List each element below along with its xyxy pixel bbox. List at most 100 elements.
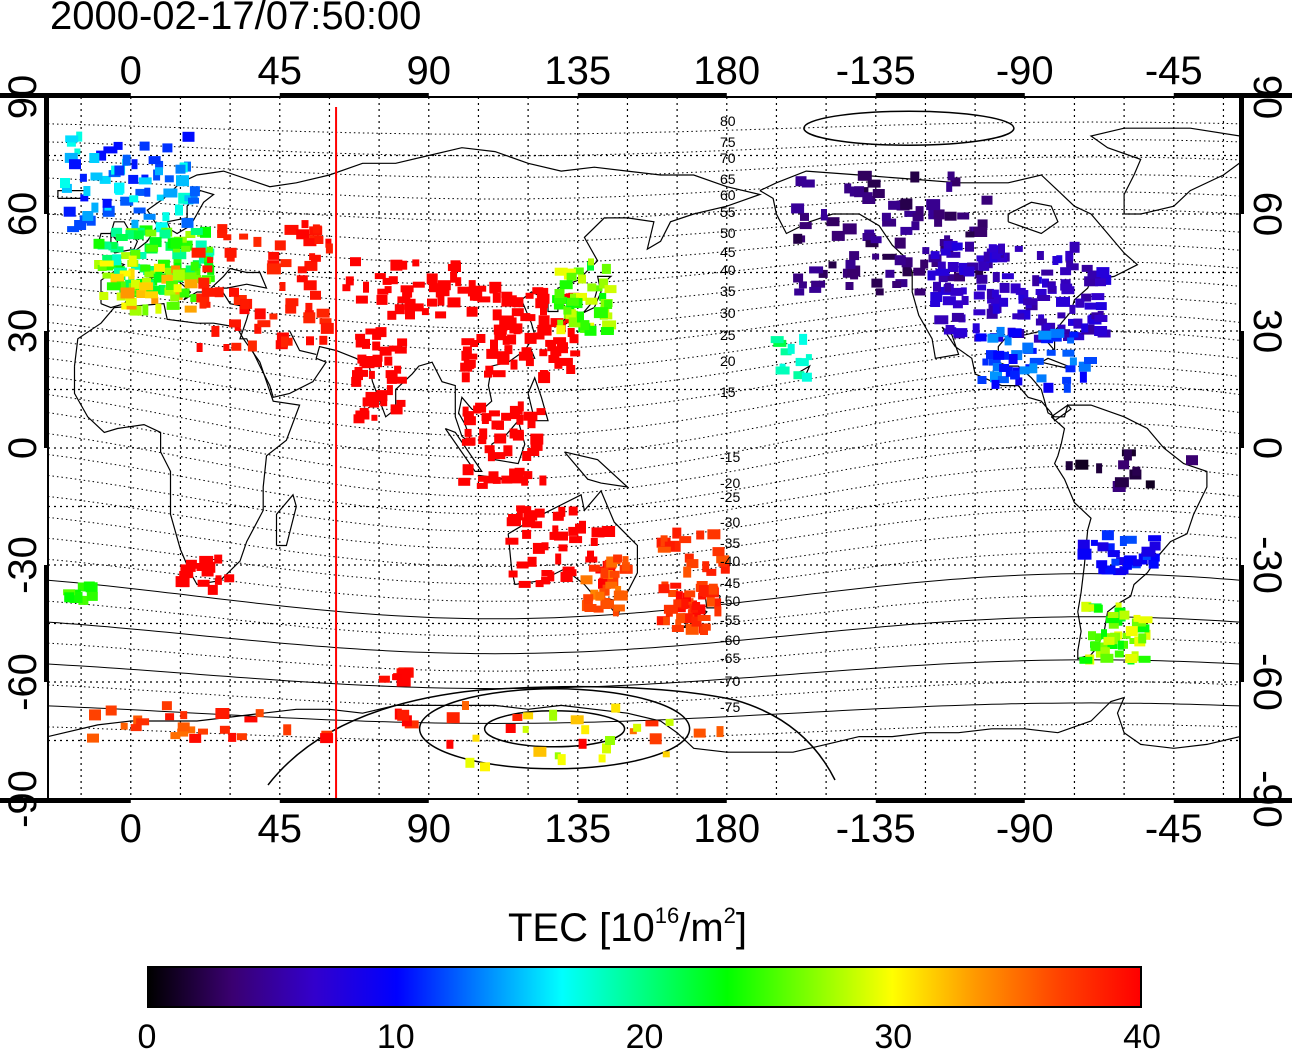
- tec-cell: [161, 701, 172, 711]
- tec-cell: [83, 581, 95, 592]
- tec-cell: [512, 297, 524, 308]
- tec-cell: [179, 581, 189, 588]
- tec-cell: [569, 536, 583, 544]
- tec-cell: [525, 292, 534, 299]
- tec-cell: [888, 200, 901, 210]
- tec-cell: [865, 240, 879, 248]
- tec-cell: [177, 728, 189, 737]
- tec-cell: [559, 280, 573, 290]
- tec-cell: [699, 585, 710, 596]
- tec-cell: [550, 318, 564, 328]
- tec-cell: [568, 317, 581, 328]
- tec-cell: [320, 322, 334, 334]
- tec-cell: [663, 604, 678, 614]
- tec-cell: [477, 296, 491, 303]
- tec-cell: [512, 714, 523, 721]
- tec-cell: [708, 583, 718, 595]
- tec-cell: [901, 257, 913, 268]
- tec-cell: [472, 734, 480, 742]
- tec-cell: [1101, 565, 1116, 575]
- tec-cell: [558, 357, 573, 366]
- tec-cell: [1090, 539, 1098, 546]
- tec-cell: [172, 269, 185, 281]
- tec-cell: [149, 237, 162, 248]
- tec-cell: [215, 708, 230, 719]
- tec-cell: [182, 131, 195, 142]
- magnetic-latitude-line: [48, 156, 1240, 179]
- tec-cell: [673, 599, 682, 608]
- tec-cell: [604, 285, 617, 294]
- magnetic-latitude-label: 40: [720, 262, 736, 278]
- tec-cell: [376, 294, 388, 305]
- tec-cell: [595, 285, 603, 292]
- tec-cell: [793, 371, 805, 380]
- top-longitude-label: 90: [407, 49, 452, 93]
- tec-cell: [1081, 264, 1093, 272]
- tec-cell: [355, 339, 367, 348]
- tec-cell: [379, 346, 392, 356]
- tec-cell: [549, 709, 558, 721]
- tec-cell: [1041, 337, 1054, 344]
- tec-cell: [548, 355, 560, 363]
- tec-cell: [895, 279, 908, 288]
- tec-cell: [465, 757, 475, 768]
- tec-cell: [151, 296, 159, 304]
- tec-cell: [99, 292, 109, 300]
- top-longitude-label: 0: [120, 49, 142, 93]
- tec-cell: [1004, 335, 1012, 346]
- coastline: [275, 493, 297, 547]
- tec-cell: [133, 207, 146, 214]
- bottom-longitude-label: -135: [836, 807, 916, 851]
- tec-cell: [601, 263, 611, 274]
- tec-cell: [352, 370, 363, 381]
- tec-cell: [342, 284, 351, 292]
- tec-cell: [613, 590, 628, 601]
- tec-cell: [533, 746, 547, 757]
- tec-cell: [860, 187, 869, 194]
- tec-cell: [845, 282, 854, 290]
- tec-cell: [568, 526, 579, 536]
- tec-cell: [489, 286, 498, 294]
- tec-cell: [1012, 313, 1025, 320]
- tec-cell: [556, 325, 566, 335]
- tec-cell: [397, 668, 411, 679]
- tec-cell: [525, 358, 534, 367]
- tec-cell: [102, 254, 116, 266]
- tec-cell: [821, 209, 827, 216]
- tec-cell: [181, 217, 194, 228]
- tec-cell: [359, 369, 368, 377]
- tec-cell: [120, 287, 135, 299]
- tec-cell: [978, 260, 990, 271]
- tec-cell: [254, 323, 262, 334]
- tec-cell: [184, 305, 197, 313]
- tec-cell: [113, 141, 123, 150]
- tec-cell: [554, 267, 568, 276]
- tec-cell: [350, 257, 361, 267]
- tec-cell: [437, 295, 445, 306]
- tec-cell: [1037, 295, 1051, 301]
- tec-cell: [588, 564, 600, 572]
- tec-cell: [800, 212, 809, 221]
- magnetic-latitude-line: [48, 508, 1240, 567]
- tec-cell: [863, 192, 873, 202]
- tec-cell: [894, 255, 906, 266]
- tec-cell: [805, 354, 812, 361]
- tec-cell: [400, 260, 408, 270]
- tec-cell: [378, 675, 390, 683]
- tec-cell: [1029, 357, 1044, 365]
- coastline: [759, 170, 1139, 422]
- bottom-longitude-label: -90: [996, 807, 1054, 851]
- tec-cell: [1081, 323, 1089, 333]
- tec-cell: [458, 477, 471, 486]
- tec-cell: [74, 148, 81, 155]
- tec-cell: [881, 212, 891, 221]
- tec-cell: [547, 571, 555, 582]
- tec-cell: [831, 230, 845, 241]
- tec-cell: [1125, 626, 1138, 637]
- tec-cell: [527, 448, 540, 456]
- tec-cell: [798, 281, 807, 289]
- colorbar-tick-label: 0: [137, 1018, 157, 1056]
- tec-cell: [397, 338, 408, 347]
- tec-cell: [1150, 553, 1160, 562]
- tec-cell: [239, 233, 249, 240]
